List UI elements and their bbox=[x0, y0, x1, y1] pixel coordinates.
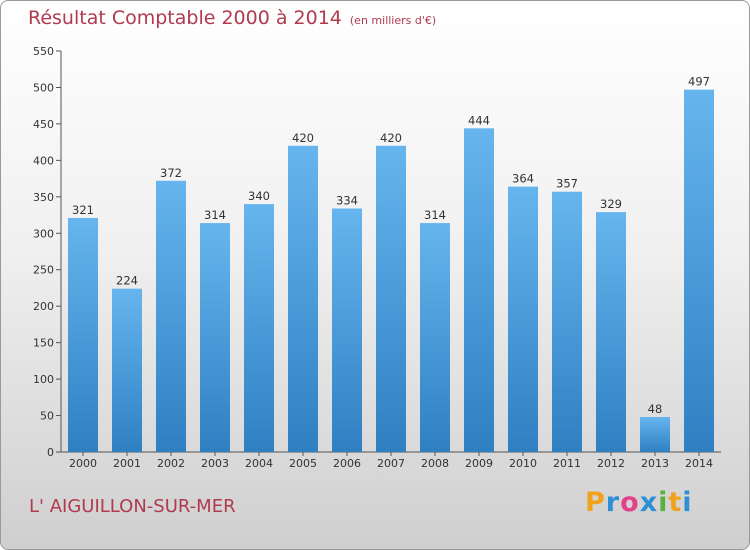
y-tick-label: 50 bbox=[40, 410, 54, 423]
unit-label: (en milliers d'€) bbox=[349, 14, 437, 27]
x-tick-label: 2005 bbox=[289, 457, 317, 470]
data-label-2009: 444 bbox=[468, 113, 490, 127]
x-tick-label: 2009 bbox=[465, 457, 493, 470]
bar-2000 bbox=[68, 217, 98, 452]
chart-title: Résultat Comptable 2000 à 2014 (en millie… bbox=[28, 7, 436, 29]
x-tick-label: 2004 bbox=[245, 457, 273, 470]
logo-letter: t bbox=[668, 487, 683, 518]
bar-2004 bbox=[244, 204, 274, 452]
bar-2006 bbox=[332, 208, 362, 452]
y-tick-label: 450 bbox=[33, 118, 54, 131]
bar-2013 bbox=[640, 417, 670, 452]
bar-2014 bbox=[684, 89, 714, 452]
bar-2008 bbox=[420, 223, 450, 452]
bar-2003 bbox=[200, 223, 230, 452]
data-label-2004: 340 bbox=[248, 189, 270, 203]
y-tick-label: 250 bbox=[33, 264, 54, 277]
y-tick-label: 550 bbox=[33, 45, 54, 58]
x-tick-label: 2014 bbox=[685, 457, 713, 470]
y-tick-label: 400 bbox=[33, 154, 54, 167]
place-name: L' AIGUILLON-SUR-MER bbox=[29, 496, 236, 517]
data-label-2012: 329 bbox=[600, 197, 622, 211]
title-text: Résultat Comptable 2000 à 2014 bbox=[28, 7, 342, 29]
bar-2010 bbox=[508, 186, 538, 453]
bar-2005 bbox=[288, 145, 318, 453]
logo-letter: x bbox=[639, 487, 659, 518]
data-label-2003: 314 bbox=[204, 208, 226, 222]
x-tick-label: 2011 bbox=[553, 457, 581, 470]
bar-2012 bbox=[596, 212, 626, 452]
data-label-2001: 224 bbox=[116, 274, 138, 288]
y-tick-label: 300 bbox=[33, 227, 54, 240]
data-label-2007: 420 bbox=[380, 131, 402, 145]
logo-letter: i bbox=[658, 487, 669, 518]
bar-2009 bbox=[464, 128, 494, 452]
data-label-2013: 48 bbox=[648, 402, 663, 416]
y-tick-label: 350 bbox=[33, 191, 54, 204]
x-tick-label: 2001 bbox=[113, 457, 141, 470]
y-tick-label: 200 bbox=[33, 300, 54, 313]
y-tick-label: 500 bbox=[33, 81, 54, 94]
logo-letter: r bbox=[605, 487, 621, 518]
proxiti-logo: Proxiti bbox=[585, 487, 693, 518]
bars: 321 224 372 314 340 420 334 420 314 444 364 357 329 4… bbox=[68, 75, 714, 453]
x-tick-label: 2008 bbox=[421, 457, 449, 470]
x-tick-label: 2006 bbox=[333, 457, 361, 470]
x-tick-label: 2007 bbox=[377, 457, 405, 470]
data-label-2005: 420 bbox=[292, 131, 314, 145]
logo-letter: P bbox=[585, 487, 606, 518]
data-label-2000: 321 bbox=[72, 203, 94, 217]
x-tick-label: 2002 bbox=[157, 457, 185, 470]
y-tick-label: 100 bbox=[33, 373, 54, 386]
x-tick-label: 2012 bbox=[597, 457, 625, 470]
logo-letter: i bbox=[682, 487, 693, 518]
data-label-2008: 314 bbox=[424, 208, 446, 222]
y-tick-label: 0 bbox=[47, 446, 54, 459]
data-label-2002: 372 bbox=[160, 166, 182, 180]
x-tick-label: 2000 bbox=[69, 457, 97, 470]
bar-2011 bbox=[552, 191, 582, 452]
bar-2002 bbox=[156, 180, 186, 452]
data-label-2006: 334 bbox=[336, 193, 358, 207]
bar-2007 bbox=[376, 145, 406, 453]
x-tick-label: 2010 bbox=[509, 457, 537, 470]
y-tick-label: 150 bbox=[33, 337, 54, 350]
data-label-2014: 497 bbox=[688, 75, 710, 89]
bar-2001 bbox=[112, 288, 142, 452]
data-label-2011: 357 bbox=[556, 177, 578, 191]
data-label-2010: 364 bbox=[512, 172, 534, 186]
x-tick-label: 2013 bbox=[641, 457, 669, 470]
logo-letter: o bbox=[620, 487, 640, 518]
x-tick-label: 2003 bbox=[201, 457, 229, 470]
